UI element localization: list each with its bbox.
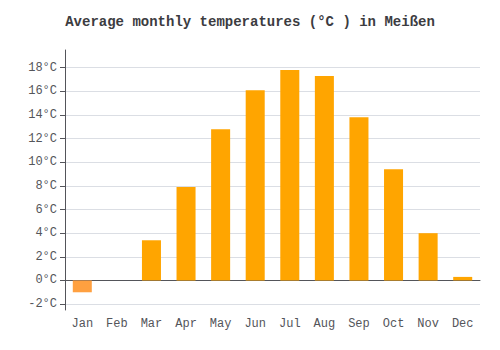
svg-text:-2°C: -2°C [28, 297, 57, 311]
svg-text:6°C: 6°C [35, 203, 57, 217]
svg-text:Jul: Jul [279, 317, 301, 331]
svg-text:14°C: 14°C [28, 108, 57, 122]
svg-text:8°C: 8°C [35, 179, 57, 193]
svg-text:Oct: Oct [383, 317, 405, 331]
svg-text:16°C: 16°C [28, 84, 57, 98]
svg-text:Jan: Jan [71, 317, 93, 331]
svg-text:Dec: Dec [452, 317, 474, 331]
svg-text:Sep: Sep [348, 317, 370, 331]
svg-text:Feb: Feb [106, 317, 128, 331]
svg-text:12°C: 12°C [28, 132, 57, 146]
svg-text:10°C: 10°C [28, 155, 57, 169]
svg-text:Average monthly temperatures (: Average monthly temperatures (°C ) in Me… [65, 14, 435, 30]
svg-text:Apr: Apr [175, 317, 197, 331]
svg-text:Nov: Nov [417, 317, 439, 331]
svg-text:0°C: 0°C [35, 273, 57, 287]
svg-text:4°C: 4°C [35, 226, 57, 240]
svg-text:Aug: Aug [314, 317, 336, 331]
svg-text:2°C: 2°C [35, 250, 57, 264]
svg-text:Mar: Mar [141, 317, 163, 331]
svg-text:May: May [210, 317, 232, 331]
svg-text:18°C: 18°C [28, 61, 57, 75]
svg-text:Jun: Jun [244, 317, 266, 331]
